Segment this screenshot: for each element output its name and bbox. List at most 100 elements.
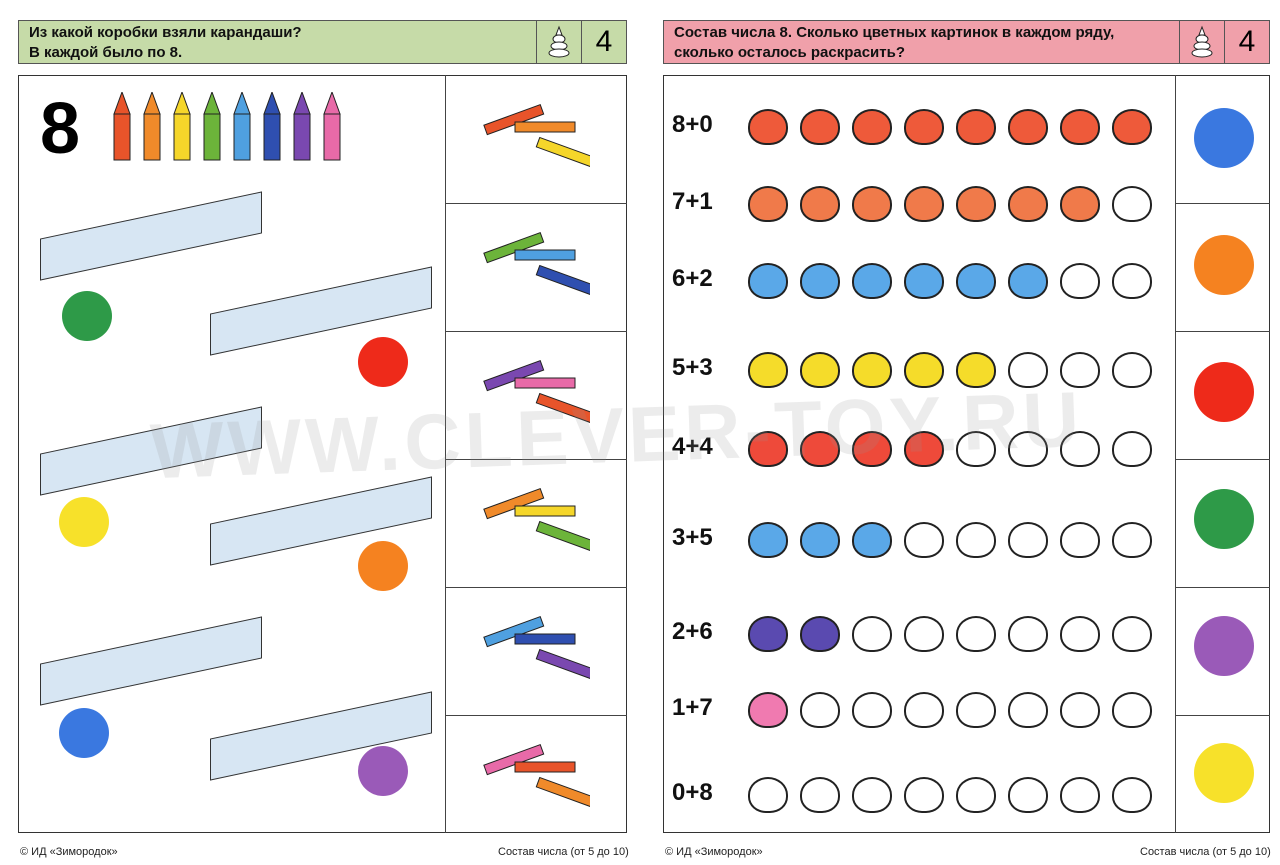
pencil bbox=[292, 90, 312, 162]
pencil-pieces bbox=[480, 228, 597, 298]
answer-cell-divider bbox=[445, 203, 627, 204]
colored-picture bbox=[800, 263, 840, 299]
color-dot bbox=[1194, 616, 1254, 676]
answer-cell-divider bbox=[445, 587, 627, 588]
right-main-frame bbox=[663, 75, 1270, 833]
colored-picture bbox=[904, 109, 944, 145]
uncolored-picture bbox=[1008, 352, 1048, 388]
footer-publisher: © ИД «Зимородок» bbox=[665, 846, 763, 858]
colored-picture bbox=[800, 352, 840, 388]
colored-picture bbox=[800, 522, 840, 558]
colored-picture bbox=[1008, 109, 1048, 145]
uncolored-picture bbox=[1112, 352, 1152, 388]
row-label: 7+1 bbox=[672, 188, 713, 215]
title-line-1: Состав числа 8. Сколько цветных картинок… bbox=[674, 24, 1115, 41]
footer-series: Состав числа (от 5 до 10) bbox=[1140, 846, 1271, 858]
colored-picture bbox=[1060, 186, 1100, 222]
uncolored-picture bbox=[1060, 616, 1100, 652]
pencil bbox=[142, 90, 162, 162]
answer-cell-divider bbox=[445, 459, 627, 460]
colored-picture bbox=[748, 352, 788, 388]
uncolored-picture bbox=[800, 692, 840, 728]
uncolored-picture bbox=[1060, 777, 1100, 813]
uncolored-picture bbox=[852, 777, 892, 813]
colored-picture bbox=[748, 263, 788, 299]
uncolored-picture bbox=[1112, 263, 1152, 299]
level-number: 4 bbox=[1224, 21, 1269, 63]
pencil-pieces bbox=[480, 100, 597, 170]
colored-picture bbox=[800, 186, 840, 222]
uncolored-picture bbox=[1008, 777, 1048, 813]
colored-picture bbox=[852, 109, 892, 145]
color-dot bbox=[59, 497, 109, 547]
uncolored-picture bbox=[1060, 522, 1100, 558]
pencil-pieces bbox=[480, 740, 597, 810]
row-label: 8+0 bbox=[672, 111, 713, 138]
uncolored-picture bbox=[1112, 186, 1152, 222]
uncolored-picture bbox=[748, 777, 788, 813]
answer-cell-divider bbox=[1175, 715, 1270, 716]
pencil bbox=[262, 90, 282, 162]
colored-picture bbox=[956, 352, 996, 388]
color-dot bbox=[1194, 743, 1254, 803]
left-header: Из какой коробки взяли карандаши? В каждо… bbox=[18, 20, 627, 64]
pencil bbox=[112, 90, 132, 162]
colored-picture bbox=[748, 522, 788, 558]
row-label: 0+8 bbox=[672, 779, 713, 806]
colored-picture bbox=[904, 431, 944, 467]
pencil bbox=[202, 90, 222, 162]
uncolored-picture bbox=[904, 616, 944, 652]
colored-picture bbox=[904, 352, 944, 388]
uncolored-picture bbox=[1008, 522, 1048, 558]
footer-publisher: © ИД «Зимородок» bbox=[20, 846, 118, 858]
answer-cell-divider bbox=[1175, 331, 1270, 332]
uncolored-picture bbox=[1008, 616, 1048, 652]
colored-picture bbox=[1008, 263, 1048, 299]
uncolored-picture bbox=[1008, 431, 1048, 467]
task-title: Из какой коробки взяли карандаши? В каждо… bbox=[19, 21, 536, 63]
colored-picture bbox=[904, 186, 944, 222]
big-number: 8 bbox=[40, 89, 81, 169]
uncolored-picture bbox=[956, 522, 996, 558]
level-number: 4 bbox=[581, 21, 626, 63]
uncolored-picture bbox=[956, 431, 996, 467]
uncolored-picture bbox=[956, 777, 996, 813]
color-dot bbox=[62, 291, 112, 341]
pencil-pieces bbox=[480, 484, 597, 554]
colored-picture bbox=[800, 616, 840, 652]
footer-series: Состав числа (от 5 до 10) bbox=[498, 846, 629, 858]
left-main-frame bbox=[18, 75, 627, 833]
color-dot bbox=[358, 746, 408, 796]
uncolored-picture bbox=[1112, 777, 1152, 813]
color-dot bbox=[59, 708, 109, 758]
answer-cell-divider bbox=[445, 715, 627, 716]
answer-cell-divider bbox=[1175, 587, 1270, 588]
right-header: Состав числа 8. Сколько цветных картинок… bbox=[663, 20, 1270, 64]
answer-cell-divider bbox=[1175, 459, 1270, 460]
answer-cell-divider bbox=[1175, 203, 1270, 204]
colored-picture bbox=[852, 186, 892, 222]
colored-picture bbox=[904, 263, 944, 299]
pencil bbox=[322, 90, 342, 162]
divider bbox=[445, 75, 446, 833]
colored-picture bbox=[852, 431, 892, 467]
uncolored-picture bbox=[1112, 522, 1152, 558]
colored-picture bbox=[748, 109, 788, 145]
uncolored-picture bbox=[904, 522, 944, 558]
colored-picture bbox=[852, 263, 892, 299]
pencil-pieces bbox=[480, 612, 597, 682]
title-line-1: Из какой коробки взяли карандаши? bbox=[29, 24, 302, 41]
uncolored-picture bbox=[904, 692, 944, 728]
uncolored-picture bbox=[1060, 352, 1100, 388]
colored-picture bbox=[1112, 109, 1152, 145]
colored-picture bbox=[852, 352, 892, 388]
uncolored-picture bbox=[956, 692, 996, 728]
uncolored-picture bbox=[1112, 692, 1152, 728]
uncolored-picture bbox=[800, 777, 840, 813]
left-page: Из какой коробки взяли карандаши? В каждо… bbox=[18, 20, 629, 858]
pyramid-icon bbox=[1179, 21, 1224, 63]
colored-picture bbox=[748, 616, 788, 652]
row-label: 5+3 bbox=[672, 354, 713, 381]
row-label: 1+7 bbox=[672, 694, 713, 721]
answer-cell-divider bbox=[445, 331, 627, 332]
